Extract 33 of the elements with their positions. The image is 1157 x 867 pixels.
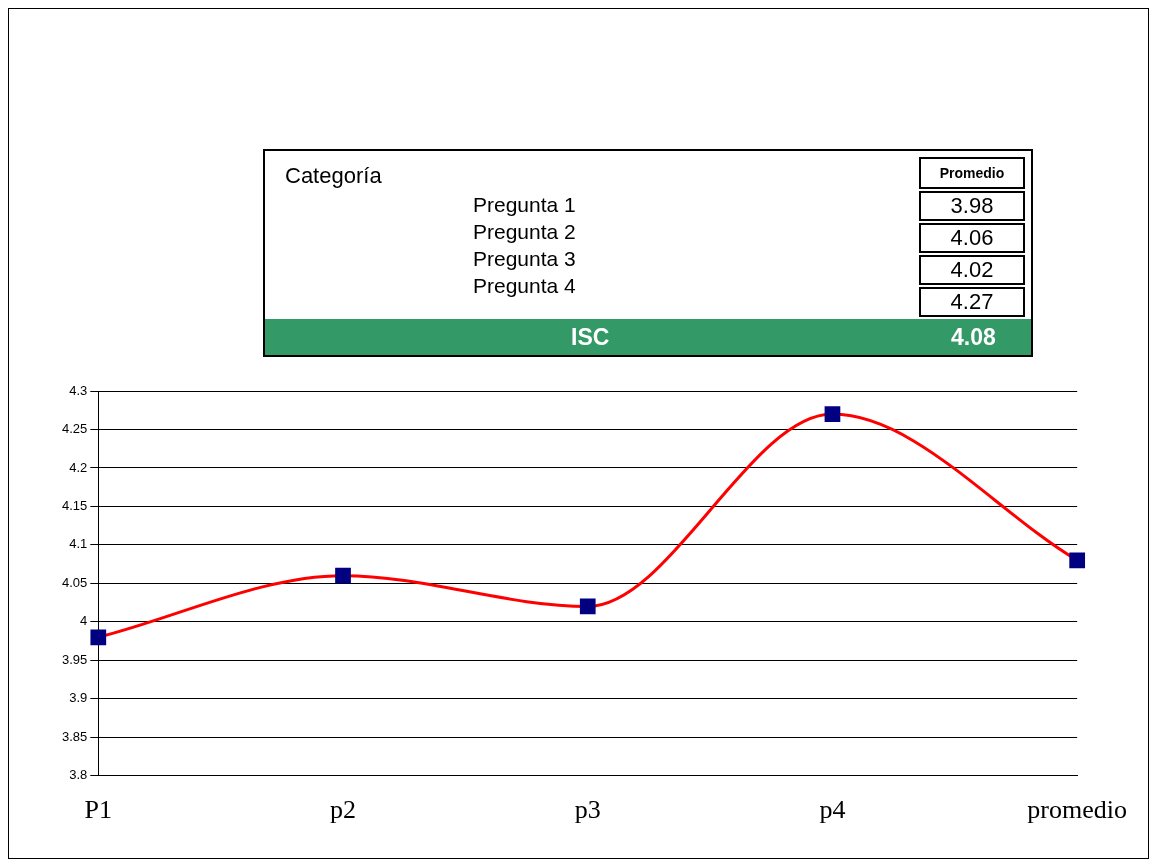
point <box>90 629 107 646</box>
x-tick-label: p4 <box>819 795 846 825</box>
y-tick-label: 4.3 <box>69 382 88 398</box>
text: 4.08 <box>951 324 996 351</box>
text: Pregunta 3 <box>473 246 576 272</box>
y-tick-label: 4.2 <box>69 459 88 475</box>
x-tick-label: P1 <box>84 795 113 825</box>
y-tick-label: 4 <box>80 613 88 629</box>
y-tick-label: 4.05 <box>61 574 88 590</box>
y-tick-label: 3.85 <box>61 728 88 744</box>
text: Categoría <box>285 163 382 189</box>
text: Pregunta 1 <box>473 192 576 218</box>
text: Promedio <box>919 157 1025 189</box>
x-tick-label: promedio <box>1027 795 1128 825</box>
y-tick-label: 3.95 <box>61 651 88 667</box>
x-tick-label: p3 <box>574 795 601 825</box>
y-tick-label: 3.9 <box>69 690 88 706</box>
point <box>335 567 351 584</box>
text: 4.02 <box>919 255 1025 285</box>
text: Pregunta 4 <box>473 273 576 299</box>
text: 3.98 <box>919 191 1025 221</box>
point <box>579 598 596 615</box>
x-tick-label: p2 <box>330 795 357 825</box>
text: 4.06 <box>919 223 1025 253</box>
y-tick-label: 4.15 <box>61 498 88 514</box>
text: ISC <box>571 324 610 351</box>
y-tick-label: 4.25 <box>61 421 88 437</box>
y-tick-label: 4.1 <box>69 536 88 552</box>
point <box>1069 552 1086 569</box>
point <box>824 406 841 422</box>
y-tick-label: 3.8 <box>69 767 88 783</box>
text: 4.27 <box>919 287 1025 317</box>
text: Pregunta 2 <box>473 219 576 245</box>
